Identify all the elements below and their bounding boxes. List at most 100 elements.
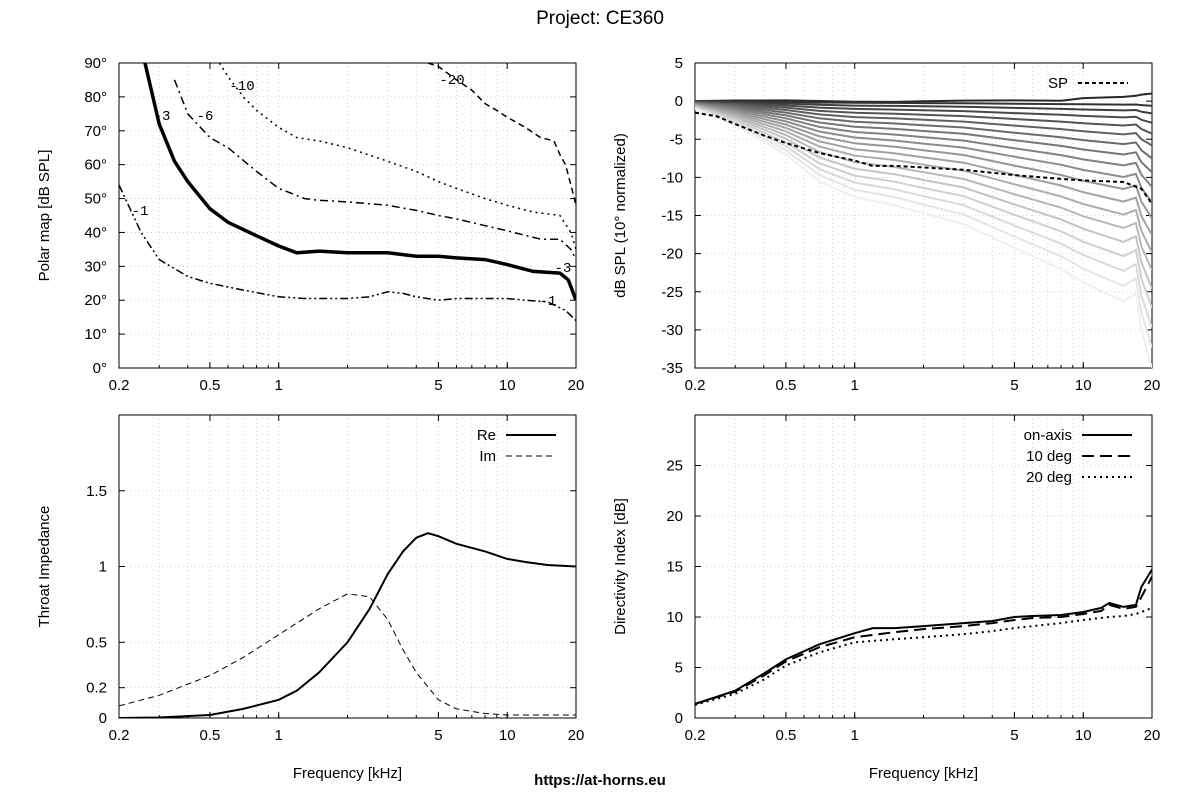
- legend-label: Im: [479, 448, 496, 465]
- angle-curve: [695, 102, 1152, 188]
- legend-label: 10 deg: [1026, 448, 1072, 465]
- y-tick-label: 0°: [93, 360, 107, 377]
- contour-label: -1: [540, 294, 557, 310]
- di-curve: [695, 568, 1152, 705]
- y-tick-label: 0.5: [86, 634, 107, 651]
- spl-y-axis-label: dB SPL (10° normalized): [612, 133, 629, 298]
- x-tick-label: 0.5: [199, 377, 220, 394]
- y-tick-label: 0: [675, 93, 683, 110]
- x-tick-label: 0.5: [775, 377, 796, 394]
- polar-panel: 0.2 0.5 1 5 10 20 0° 10° 20° 30° 40° 50° 60° 70° 80° 90…: [36, 55, 584, 394]
- y-tick-label: -30: [661, 322, 683, 339]
- angle-curve: [695, 104, 1152, 236]
- y-tick-label: 15: [666, 559, 683, 576]
- x-tick-label: 0.5: [199, 727, 220, 744]
- legend-label: 20 deg: [1026, 469, 1072, 486]
- x-tick-label: 0.2: [685, 727, 706, 744]
- impedance-y-axis-label: Throat Impedance: [36, 506, 53, 628]
- x-tick-label: 1: [851, 727, 859, 744]
- x-tick-label: 5: [1010, 727, 1018, 744]
- angle-curve: [695, 102, 1152, 174]
- y-tick-label: 1.5: [86, 483, 107, 500]
- y-tick-label: 30°: [84, 258, 107, 275]
- y-tick-label: -20: [661, 246, 683, 263]
- spl-panel: 0.2 0.5 1 5 10 20 -35 -30 -25 -20 -15 -10 -5 0 5 dB SPL…: [612, 55, 1160, 394]
- angle-curve: [695, 105, 1152, 290]
- angle-curve: [695, 106, 1152, 328]
- x-tick-label: 20: [1144, 377, 1161, 394]
- angle-curve: [695, 92, 1152, 103]
- angle-curve: [695, 101, 1152, 135]
- x-tick-label: 1: [851, 377, 859, 394]
- y-tick-label: 20: [666, 508, 683, 525]
- x-tick-label: 10: [1075, 377, 1092, 394]
- angle-curve: [695, 103, 1152, 219]
- y-tick-label: 10: [666, 609, 683, 626]
- contour-label: -1: [132, 204, 149, 220]
- y-tick-label: 0.2: [86, 680, 107, 697]
- y-tick-label: 25: [666, 458, 683, 475]
- y-tick-label: 60°: [84, 157, 107, 174]
- contour-line: [427, 63, 576, 206]
- x-tick-label: 0.5: [775, 727, 796, 744]
- legend-label: Re: [477, 427, 496, 444]
- y-tick-label: 1: [99, 559, 107, 576]
- x-tick-label: 1: [275, 377, 283, 394]
- contour-label: -3: [154, 109, 171, 125]
- x-tick-label: 20: [568, 377, 585, 394]
- angle-curve: [695, 106, 1152, 309]
- angle-curve: [695, 100, 1152, 115]
- y-tick-label: 10°: [84, 326, 107, 343]
- impedance-im-curve: [119, 593, 576, 716]
- y-tick-label: -10: [661, 169, 683, 186]
- angle-curve: [695, 101, 1152, 160]
- y-tick-label: -35: [661, 360, 683, 377]
- contour-line: [218, 63, 576, 250]
- angle-curve: [695, 104, 1152, 253]
- x-tick-label: 0.2: [109, 377, 130, 394]
- x-tick-label: 5: [434, 377, 442, 394]
- y-tick-label: 20°: [84, 292, 107, 309]
- contour-line: [119, 184, 576, 322]
- y-tick-label: 90°: [84, 55, 107, 72]
- x-tick-label: 1: [275, 727, 283, 744]
- chart-title: Project: CE360: [536, 8, 664, 29]
- legend-label: SP: [1048, 75, 1068, 92]
- legend-label: on-axis: [1024, 427, 1072, 444]
- polar-y-axis-label: Polar map [dB SPL]: [36, 150, 53, 282]
- angle-curve: [695, 108, 1152, 368]
- y-tick-label: 0: [99, 710, 107, 727]
- x-tick-label: 5: [1010, 377, 1018, 394]
- x-tick-label: 10: [499, 377, 516, 394]
- contour-label: -6: [197, 109, 214, 125]
- angle-curve: [695, 107, 1152, 348]
- x-tick-label: 5: [434, 727, 442, 744]
- contour-label: -3: [555, 261, 572, 277]
- angle-curve: [695, 101, 1152, 147]
- y-tick-label: 5: [675, 55, 683, 72]
- contour-label: -20: [439, 73, 464, 89]
- y-tick-label: 80°: [84, 89, 107, 106]
- impedance-re-curve: [119, 532, 576, 718]
- angle-curve: [695, 105, 1152, 271]
- contour-label: -10: [229, 79, 254, 95]
- footer-url: https://at-horns.eu: [534, 772, 666, 789]
- x-tick-label: 20: [568, 727, 585, 744]
- angle-curve: [695, 103, 1152, 203]
- contour-line: [143, 63, 576, 301]
- y-tick-label: -15: [661, 208, 683, 225]
- y-tick-label: 70°: [84, 123, 107, 140]
- y-tick-label: 0: [675, 710, 683, 727]
- x-tick-label: 20: [1144, 727, 1161, 744]
- x-tick-label: 10: [1075, 727, 1092, 744]
- di-x-axis-label: Frequency [kHz]: [869, 765, 978, 782]
- di-curve: [695, 606, 1152, 706]
- y-tick-label: 40°: [84, 224, 107, 241]
- y-tick-label: -5: [670, 131, 683, 148]
- x-tick-label: 10: [499, 727, 516, 744]
- x-tick-label: 0.2: [685, 377, 706, 394]
- di-y-axis-label: Directivity Index [dB]: [612, 498, 629, 635]
- y-tick-label: 5: [675, 660, 683, 677]
